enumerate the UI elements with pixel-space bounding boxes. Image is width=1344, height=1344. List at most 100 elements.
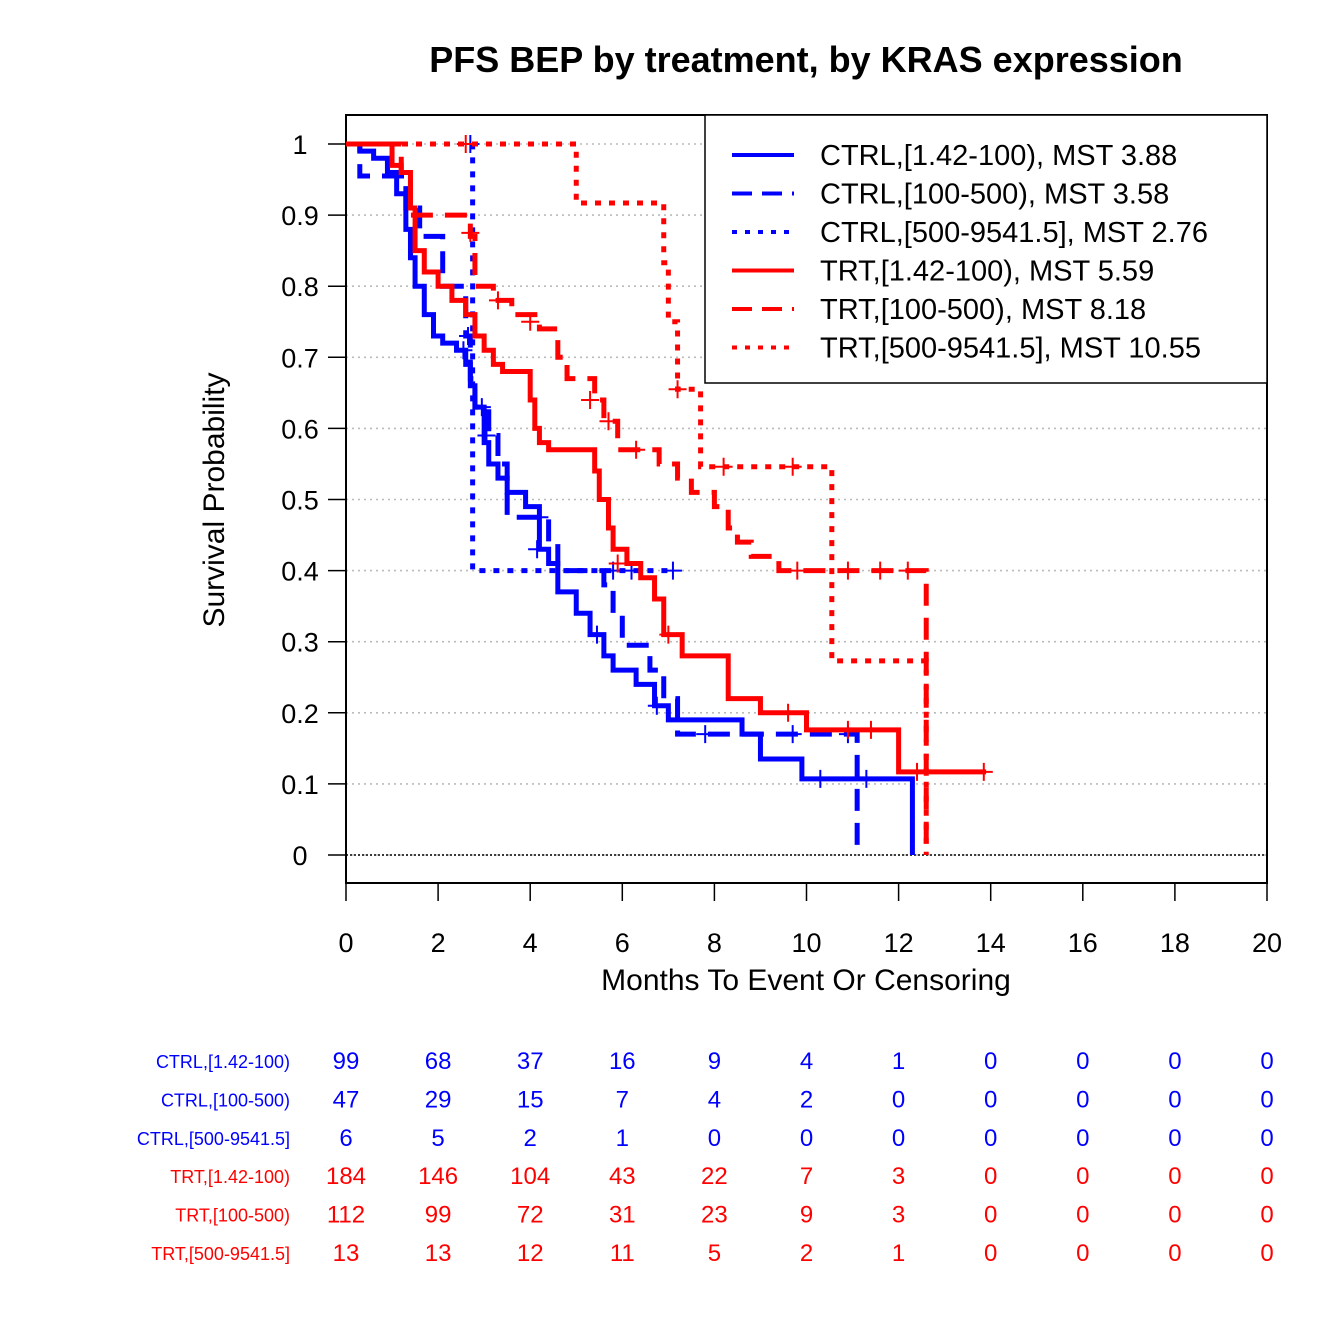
risk-value: 0 <box>1260 1048 1273 1075</box>
risk-value: 112 <box>327 1202 365 1229</box>
risk-value: 2 <box>524 1125 537 1152</box>
series-curve <box>346 141 987 775</box>
series-curve <box>346 141 860 855</box>
censor-mark <box>461 223 480 242</box>
risk-value: 29 <box>425 1086 452 1113</box>
risk-value: 16 <box>609 1048 636 1075</box>
x-axis-title: Months To Event Or Censoring <box>601 964 1011 997</box>
censor-mark <box>647 696 666 715</box>
risk-value: 0 <box>1260 1202 1273 1229</box>
risk-value: 72 <box>517 1202 544 1229</box>
y-tick-label: 0.7 <box>281 343 319 373</box>
censor-mark <box>587 625 606 644</box>
censor-mark <box>861 720 880 739</box>
censor-mark <box>627 440 646 459</box>
risk-value: 1 <box>892 1240 905 1267</box>
x-tick-label: 2 <box>431 928 446 958</box>
grid-lines <box>346 143 1267 856</box>
censor-mark <box>974 762 993 781</box>
censor-mark <box>783 457 802 476</box>
risk-value: 43 <box>609 1163 636 1190</box>
y-tick-label: 0.8 <box>281 272 319 302</box>
risk-value: 7 <box>800 1163 813 1190</box>
censor-mark <box>811 769 830 788</box>
censor-mark <box>838 561 857 580</box>
risk-value: 2 <box>800 1240 813 1267</box>
risk-row-label: TRT,[1.42-100) <box>170 1167 290 1187</box>
risk-value: 0 <box>1076 1240 1089 1267</box>
risk-value: 4 <box>708 1086 721 1113</box>
risk-value: 0 <box>1168 1086 1181 1113</box>
censor-mark <box>857 769 876 788</box>
x-tick-label: 18 <box>1160 928 1190 958</box>
risk-value: 68 <box>425 1048 452 1075</box>
risk-value: 0 <box>800 1125 813 1152</box>
risk-value: 0 <box>1260 1240 1273 1267</box>
series-curve <box>346 141 915 855</box>
legend: CTRL,[1.42-100), MST 3.88 CTRL,[100-500),… <box>704 114 1268 384</box>
y-tick-label: 0.9 <box>281 201 319 231</box>
censor-mark <box>668 380 687 399</box>
risk-table: CTRL,[1.42-100) 99 68 37 16 9 4 1 0 0 0 0CTRL,[100-… <box>137 1048 1274 1267</box>
censor-mark <box>714 457 733 476</box>
risk-value: 13 <box>425 1240 452 1267</box>
y-tick-label: 0.1 <box>281 770 319 800</box>
risk-value: 23 <box>701 1202 728 1229</box>
risk-value: 12 <box>517 1240 544 1267</box>
risk-value: 37 <box>517 1048 544 1075</box>
risk-value: 104 <box>510 1163 550 1190</box>
risk-value: 146 <box>418 1163 458 1190</box>
series-curve <box>346 141 929 855</box>
x-tick-label: 20 <box>1252 928 1282 958</box>
y-axis-title: Survival Probability <box>198 372 231 627</box>
legend-label: TRT,[100-500), MST 8.18 <box>820 294 1146 326</box>
x-tick-label: 8 <box>707 928 722 958</box>
risk-value: 4 <box>800 1048 813 1075</box>
y-tick-label: 0.6 <box>281 414 319 444</box>
risk-value: 184 <box>326 1163 366 1190</box>
legend-label: TRT,[500-9541.5], MST 10.55 <box>820 333 1201 365</box>
risk-value: 0 <box>1076 1048 1089 1075</box>
risk-value: 13 <box>333 1240 360 1267</box>
censor-mark <box>599 412 618 431</box>
legend-label: TRT,[1.42-100), MST 5.59 <box>820 256 1154 288</box>
risk-value: 0 <box>892 1086 905 1113</box>
legend-box <box>704 114 1268 384</box>
censor-mark <box>659 625 678 644</box>
risk-value: 7 <box>616 1086 629 1113</box>
censor-mark <box>663 561 682 580</box>
risk-value: 0 <box>1076 1086 1089 1113</box>
risk-value: 0 <box>708 1125 721 1152</box>
censor-mark <box>488 291 507 310</box>
risk-value: 0 <box>1168 1240 1181 1267</box>
chart-title: PFS BEP by treatment, by KRAS expression <box>429 39 1183 80</box>
x-tick-label: 14 <box>976 928 1006 958</box>
risk-value: 0 <box>984 1163 997 1190</box>
censor-mark <box>528 540 547 559</box>
censor-mark <box>908 762 927 781</box>
x-tick-label: 0 <box>338 928 353 958</box>
risk-row-label: CTRL,[100-500) <box>161 1090 290 1110</box>
risk-value: 0 <box>1260 1163 1273 1190</box>
risk-value: 0 <box>1168 1163 1181 1190</box>
legend-label: CTRL,[100-500), MST 3.58 <box>820 179 1169 211</box>
risk-value: 47 <box>333 1086 360 1113</box>
censor-mark <box>608 554 627 573</box>
risk-row-label: CTRL,[500-9541.5] <box>137 1129 290 1149</box>
x-tick-label: 4 <box>523 928 538 958</box>
censor-mark <box>871 561 890 580</box>
censor-mark <box>581 390 600 409</box>
risk-value: 99 <box>333 1048 360 1075</box>
risk-value: 0 <box>984 1202 997 1229</box>
risk-value: 0 <box>1168 1202 1181 1229</box>
censor-mark <box>477 426 496 445</box>
y-tick-label: 0.4 <box>281 557 319 587</box>
risk-value: 0 <box>984 1086 997 1113</box>
risk-value: 99 <box>425 1202 452 1229</box>
censor-mark <box>454 341 473 360</box>
legend-label: CTRL,[500-9541.5], MST 2.76 <box>820 217 1208 249</box>
censor-mark <box>521 312 540 331</box>
risk-value: 0 <box>1076 1125 1089 1152</box>
risk-value: 0 <box>984 1048 997 1075</box>
